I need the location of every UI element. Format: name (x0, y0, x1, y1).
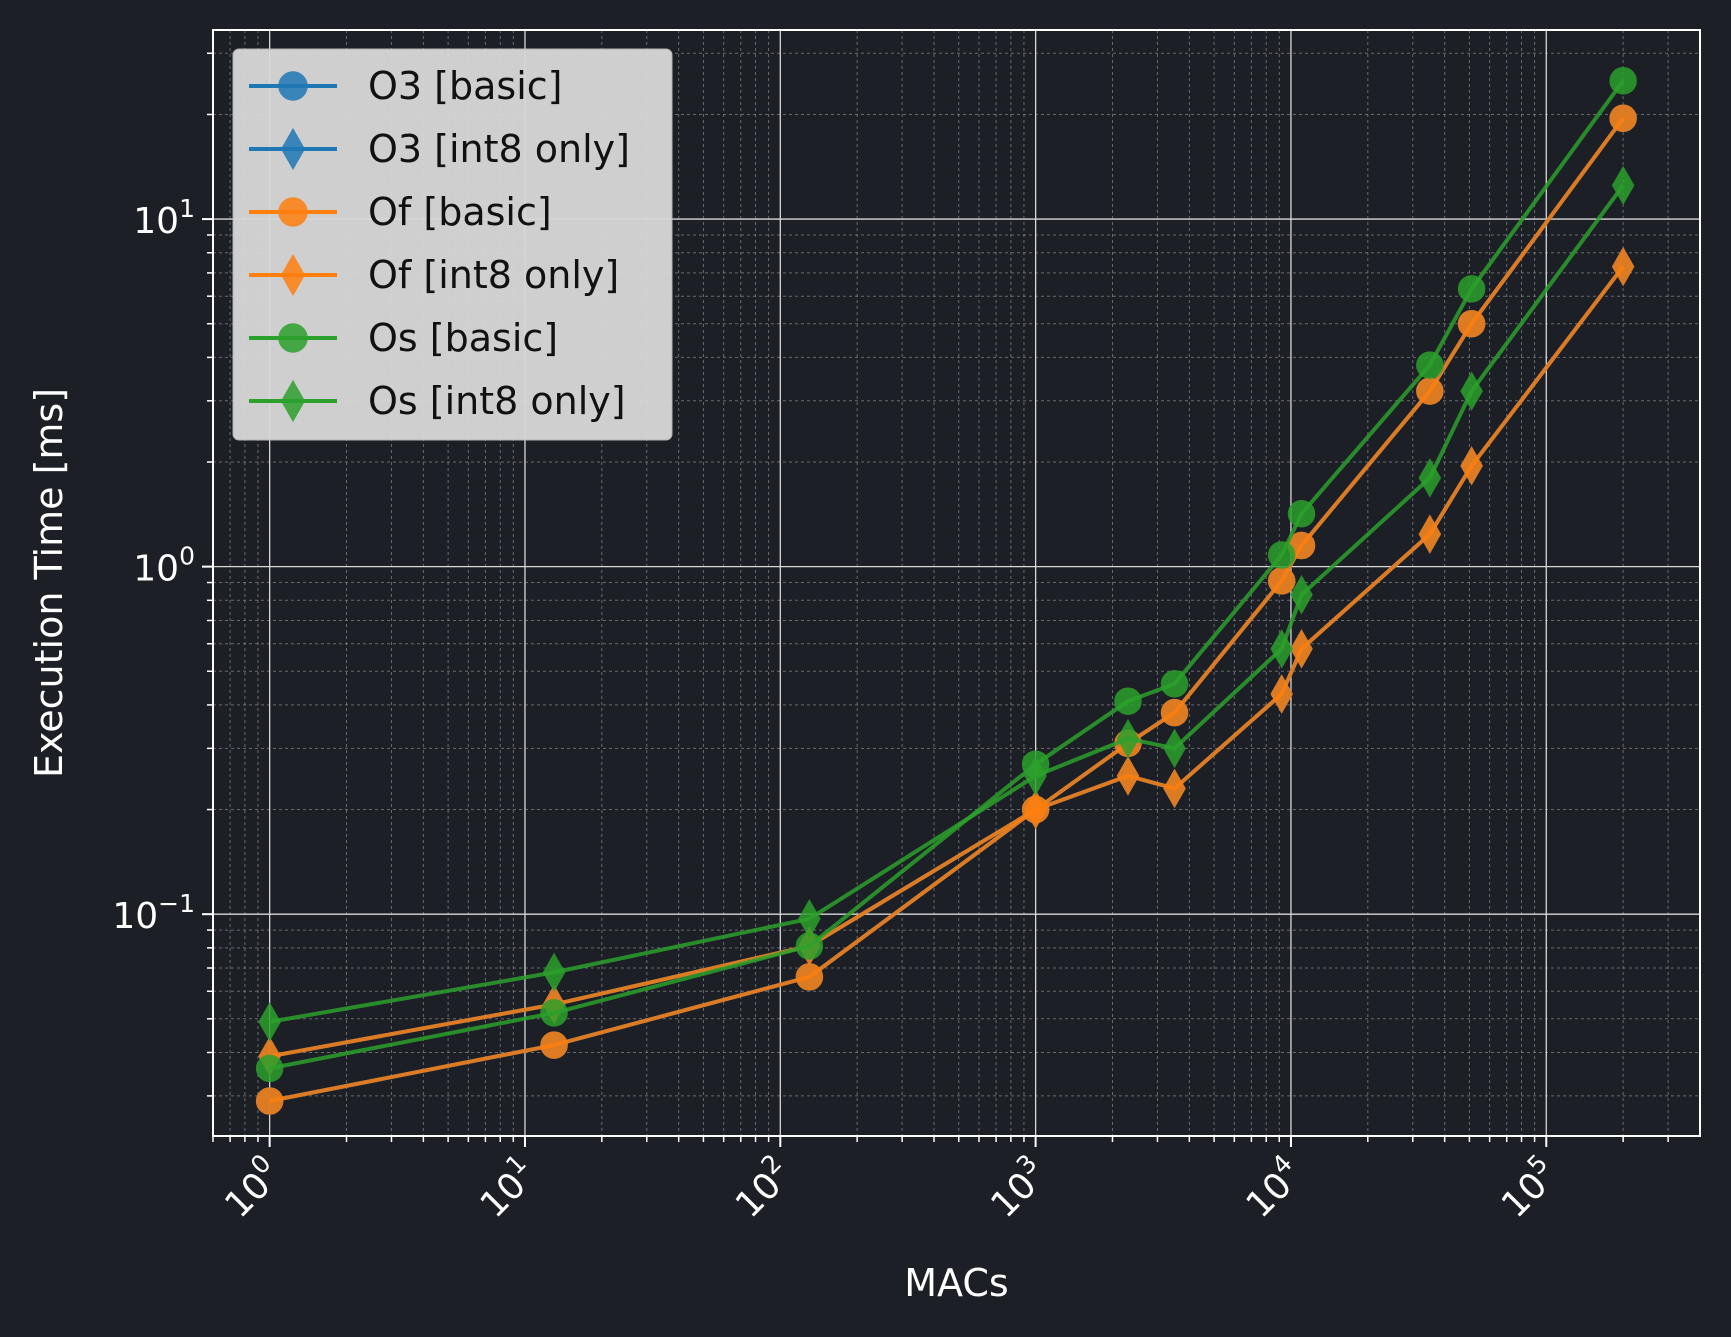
diamond-marker (1290, 575, 1313, 615)
y-axis-label: Execution Time [ms] (27, 388, 71, 778)
circle-marker (255, 1087, 284, 1115)
y-tick-label: 100 (133, 542, 195, 590)
legend-label: Os [basic] (368, 316, 558, 360)
diamond-marker (542, 952, 566, 993)
circle-marker (1416, 351, 1444, 379)
circle-marker (278, 197, 308, 227)
diamond-marker (1418, 514, 1442, 554)
x-axis-label: MACs (904, 1261, 1008, 1305)
circle-marker (1457, 309, 1486, 338)
diamond-marker (1024, 756, 1047, 796)
circle-marker (1416, 377, 1444, 405)
legend-box (232, 48, 673, 441)
legend-label: Of [basic] (368, 190, 552, 234)
circle-marker (1160, 698, 1189, 727)
diamond-marker (1163, 728, 1186, 769)
diamond-marker (258, 1002, 281, 1042)
legend: O3 [basic] O3 [int8 only] Of [basic] Of [in… (232, 48, 673, 441)
series-5 (258, 165, 1635, 1042)
legend-label: O3 [int8 only] (368, 127, 630, 171)
diamond-marker (1270, 629, 1293, 669)
diamond-marker (280, 127, 306, 171)
circle-marker (1267, 567, 1296, 595)
circle-marker (1267, 541, 1296, 569)
diamond-marker (1116, 718, 1140, 759)
legend-label: Os [int8 only] (368, 379, 626, 423)
diamond-marker (1116, 756, 1140, 796)
circle-marker (1114, 687, 1142, 715)
diamond-marker (1290, 629, 1313, 669)
circle-marker (1609, 67, 1637, 95)
series-layer (255, 67, 1637, 1115)
diamond-marker (1024, 789, 1047, 830)
circle-marker (278, 71, 308, 101)
y-tick-label: 10−1 (112, 889, 195, 937)
circle-marker (795, 963, 824, 991)
diamond-marker (1163, 768, 1186, 809)
diamond-marker (1460, 371, 1483, 411)
circle-marker (1609, 104, 1637, 133)
circle-marker (1287, 499, 1316, 528)
circle-marker (540, 999, 568, 1027)
legend-label: Of [int8 only] (368, 253, 619, 297)
diamond-marker (1611, 165, 1635, 206)
legend-label: O3 [basic] (368, 64, 562, 108)
diamond-marker (798, 899, 821, 939)
circle-marker (255, 1054, 284, 1083)
diamond-marker (280, 379, 306, 423)
diamond-marker (280, 253, 306, 297)
circle-marker (1160, 670, 1189, 698)
diamond-marker (1418, 458, 1442, 498)
circle-marker (1457, 275, 1486, 303)
circle-marker (540, 1031, 568, 1059)
circle-marker (278, 323, 308, 353)
diamond-marker (1270, 674, 1293, 714)
series-2 (255, 104, 1637, 1115)
diamond-marker (1611, 246, 1635, 287)
y-tick-label: 101 (133, 194, 195, 242)
diamond-marker (1460, 446, 1483, 486)
